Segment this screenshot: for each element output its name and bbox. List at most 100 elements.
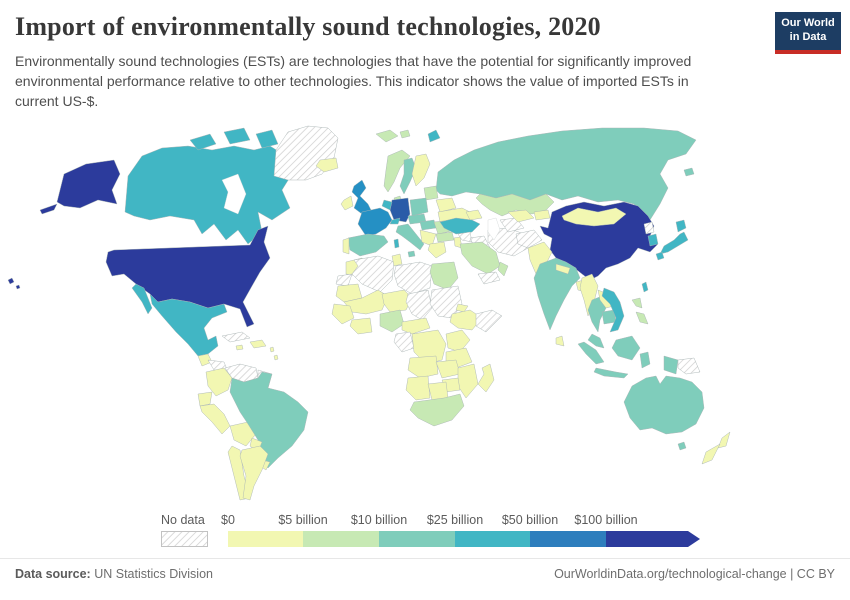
country-sulawesi[interactable]	[639, 351, 651, 369]
country-japan-hokkaido[interactable]	[675, 219, 687, 233]
country-west-africa[interactable]	[331, 303, 355, 325]
country-ireland[interactable]	[340, 195, 354, 211]
country-uzbekistan[interactable]	[507, 209, 535, 223]
country-tunisia[interactable]	[391, 253, 403, 267]
owid-logo[interactable]: Our World in Data	[775, 12, 841, 54]
country-svalbard[interactable]	[375, 129, 411, 143]
country-new-zealand-south[interactable]	[701, 443, 721, 465]
country-sicily[interactable]	[407, 250, 416, 258]
country-sri-lanka[interactable]	[555, 335, 565, 347]
country-ghana-ivory-coast[interactable]	[349, 317, 373, 335]
country-cuba[interactable]	[221, 331, 251, 343]
country-japan-kyushu[interactable]	[655, 251, 665, 261]
country-baja-california[interactable]	[131, 283, 153, 315]
country-egypt[interactable]	[429, 261, 459, 291]
country-java[interactable]	[593, 367, 629, 379]
country-borneo[interactable]	[611, 335, 641, 361]
country-vietnam[interactable]	[601, 287, 625, 333]
country-botswana[interactable]	[427, 381, 449, 401]
country-hawaii[interactable]	[7, 277, 21, 290]
country-madagascar[interactable]	[477, 363, 495, 393]
country-south-africa[interactable]	[409, 393, 465, 427]
country-dr-congo[interactable]	[411, 329, 447, 365]
country-peru[interactable]	[199, 403, 231, 435]
country-ethiopia[interactable]	[449, 309, 483, 331]
country-united-states[interactable]	[105, 225, 271, 328]
country-poland[interactable]	[409, 197, 429, 217]
legend-color-bar[interactable]	[228, 531, 703, 547]
country-sweden[interactable]	[399, 157, 417, 195]
country-peninsular-malaysia[interactable]	[587, 333, 605, 349]
country-west-papua[interactable]	[663, 355, 679, 375]
country-belarus[interactable]	[435, 197, 457, 213]
country-iceland[interactable]	[315, 157, 339, 173]
country-turkey[interactable]	[439, 217, 481, 235]
legend-no-data-swatch[interactable]	[161, 531, 208, 547]
country-canada-arctic-islands[interactable]	[189, 127, 279, 151]
country-novaya-zemlya[interactable]	[427, 129, 441, 143]
country-tasmania[interactable]	[677, 441, 687, 451]
country-canada[interactable]	[124, 145, 293, 245]
country-somalia[interactable]	[475, 309, 503, 333]
attribution-link[interactable]: OurWorldinData.org/technological-change …	[554, 567, 835, 581]
country-switzerland[interactable]	[389, 217, 401, 225]
country-angola[interactable]	[407, 355, 439, 379]
country-mongolia[interactable]	[561, 207, 627, 227]
country-caucasus[interactable]	[465, 209, 483, 221]
country-italy[interactable]	[395, 223, 425, 251]
country-australia[interactable]	[623, 375, 705, 435]
country-portugal[interactable]	[342, 237, 350, 255]
country-benelux[interactable]	[381, 199, 393, 211]
country-guatemala[interactable]	[197, 353, 213, 367]
country-yemen[interactable]	[477, 271, 501, 285]
country-finland[interactable]	[411, 153, 431, 187]
country-ecuador[interactable]	[197, 391, 213, 407]
country-india[interactable]	[533, 257, 581, 331]
country-colombia[interactable]	[205, 367, 233, 397]
country-spain[interactable]	[347, 233, 389, 257]
country-nepal[interactable]	[555, 263, 571, 275]
country-hungary-slovakia[interactable]	[419, 219, 437, 231]
country-greenland[interactable]	[273, 125, 339, 181]
country-south-korea[interactable]	[647, 233, 659, 247]
country-congo-gabon[interactable]	[393, 331, 415, 353]
country-sardinia[interactable]	[393, 238, 400, 249]
country-sumatra[interactable]	[577, 341, 605, 365]
country-saudi-arabia[interactable]	[459, 241, 501, 275]
country-bolivia[interactable]	[229, 421, 257, 447]
country-argentina[interactable]	[239, 445, 269, 501]
country-alaska[interactable]	[39, 159, 121, 215]
country-chad[interactable]	[405, 289, 433, 321]
country-niger[interactable]	[381, 289, 413, 313]
country-jamaica[interactable]	[235, 344, 244, 351]
country-united-kingdom[interactable]	[351, 179, 373, 215]
country-greece[interactable]	[427, 241, 447, 259]
country-brazil[interactable]	[229, 371, 309, 469]
country-lesser-antilles[interactable]	[269, 346, 279, 361]
country-taiwan[interactable]	[641, 281, 649, 293]
country-hispaniola[interactable]	[249, 339, 267, 349]
country-norway[interactable]	[383, 149, 411, 193]
country-bulgaria[interactable]	[435, 231, 455, 243]
country-kenya-uganda[interactable]	[445, 329, 471, 353]
country-new-zealand-north[interactable]	[717, 431, 731, 449]
country-papua-new-guinea[interactable]	[677, 357, 701, 375]
country-nigeria[interactable]	[379, 309, 405, 333]
country-mexico[interactable]	[149, 293, 228, 357]
country-cameroon-car[interactable]	[401, 317, 431, 335]
country-baltic-states[interactable]	[423, 185, 439, 201]
country-north-korea[interactable]	[643, 221, 655, 235]
legend-tick-label: $0	[221, 513, 235, 527]
country-philippines-south[interactable]	[635, 311, 649, 325]
country-japan-honshu[interactable]	[659, 231, 689, 255]
country-western-sahara[interactable]	[335, 273, 353, 287]
country-mozambique[interactable]	[457, 363, 479, 399]
country-afghanistan[interactable]	[515, 229, 543, 249]
country-philippines-luzon[interactable]	[631, 297, 643, 309]
country-kyrgyzstan-tajikistan[interactable]	[533, 209, 551, 221]
country-namibia[interactable]	[405, 375, 431, 401]
country-oman[interactable]	[497, 261, 509, 277]
country-zambia[interactable]	[435, 359, 461, 379]
country-france[interactable]	[357, 207, 393, 237]
country-libya[interactable]	[393, 261, 433, 295]
